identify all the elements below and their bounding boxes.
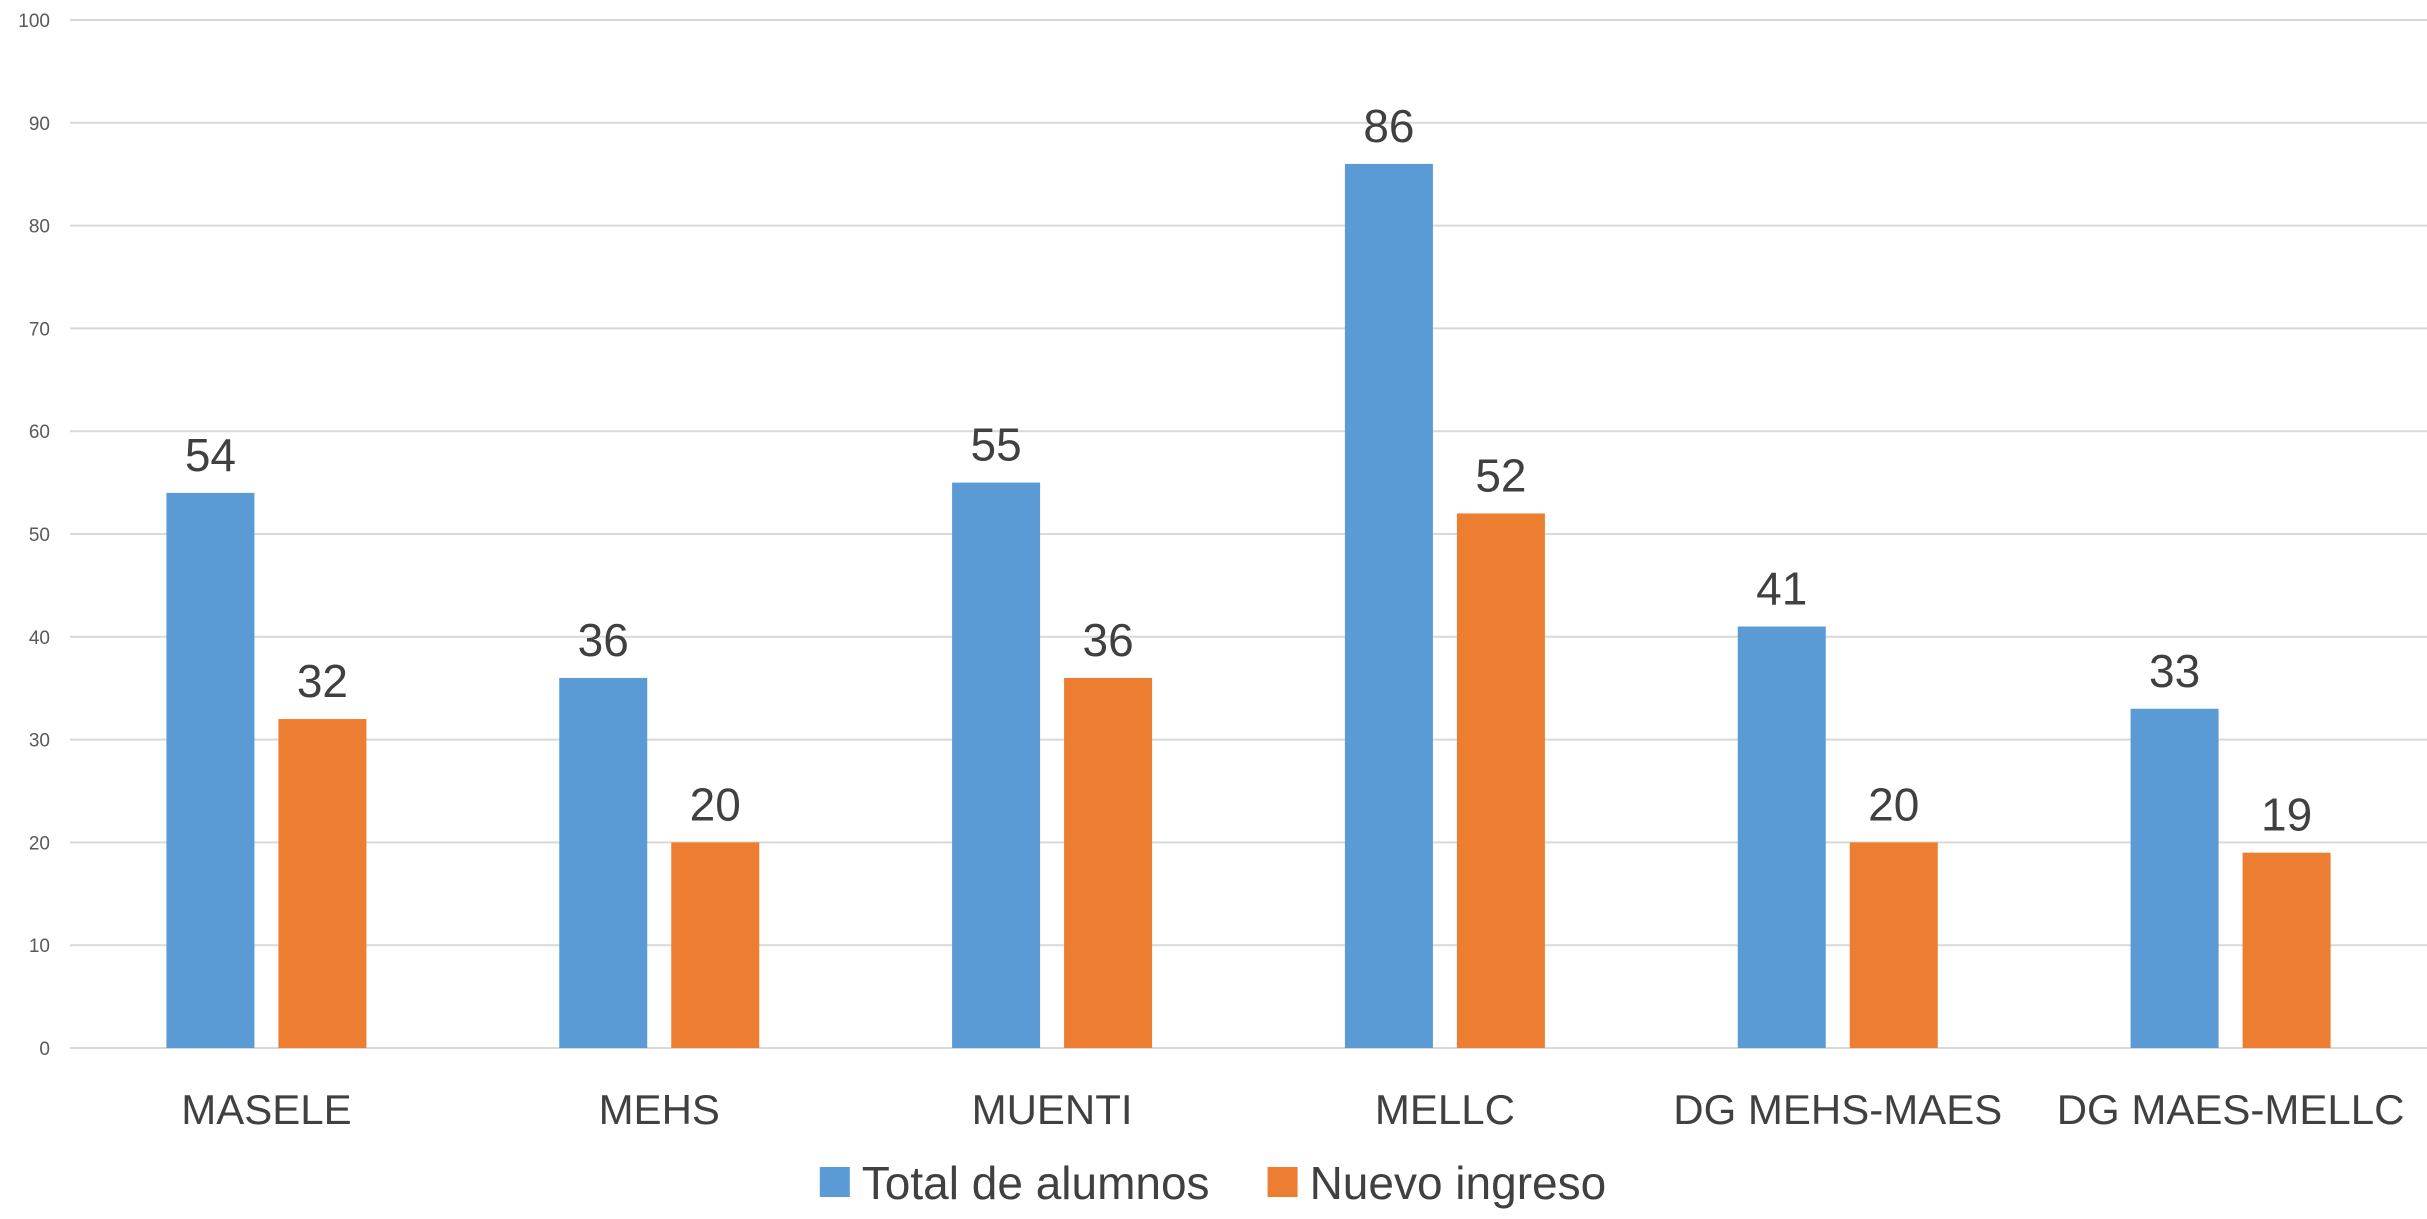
x-tick-label: DG MAES-MELLC xyxy=(2057,1086,2405,1133)
x-tick-label: MUENTI xyxy=(972,1086,1133,1133)
legend-label: Nuevo ingreso xyxy=(1310,1157,1607,1209)
bar xyxy=(952,482,1041,1049)
data-label: 36 xyxy=(1082,614,1133,666)
data-label: 54 xyxy=(185,429,236,481)
y-tick-label: 40 xyxy=(29,628,50,649)
y-tick-label: 90 xyxy=(29,114,50,135)
x-tick-label: MELLC xyxy=(1375,1086,1515,1133)
x-tick-label: MEHS xyxy=(599,1086,720,1133)
bar xyxy=(166,492,255,1048)
data-label: 20 xyxy=(690,778,741,830)
bar xyxy=(2242,852,2331,1048)
bar xyxy=(2130,708,2219,1048)
bar xyxy=(671,842,760,1048)
data-label: 36 xyxy=(578,614,629,666)
y-axis-ticks: 0 10 20 30 40 50 60 70 80 90 100 xyxy=(18,11,50,1060)
data-label: 86 xyxy=(1363,100,1414,152)
y-tick-label: 60 xyxy=(29,422,50,443)
x-tick-label: DG MEHS-MAES xyxy=(1673,1086,2002,1133)
y-tick-label: 50 xyxy=(29,525,50,546)
bar xyxy=(559,677,648,1048)
data-label: 19 xyxy=(2261,789,2312,841)
legend-label: Total de alumnos xyxy=(862,1157,1210,1209)
y-tick-label: 20 xyxy=(29,833,50,854)
y-tick-label: 100 xyxy=(18,11,50,32)
legend-swatch xyxy=(819,1167,850,1197)
x-tick-label: MASELE xyxy=(181,1086,351,1133)
bar xyxy=(1064,677,1153,1048)
data-label: 32 xyxy=(297,655,348,707)
bar xyxy=(1456,513,1545,1048)
y-tick-label: 30 xyxy=(29,731,50,752)
data-label: 41 xyxy=(1756,563,1807,615)
bar xyxy=(1849,842,1938,1048)
y-tick-label: 0 xyxy=(39,1039,50,1060)
y-tick-label: 80 xyxy=(29,217,50,238)
bar xyxy=(1737,626,1826,1048)
legend-swatch xyxy=(1267,1167,1298,1197)
legend: Total de alumnos Nuevo ingreso xyxy=(819,1157,1607,1209)
x-axis-ticks: MASELE MEHS MUENTI MELLC DG MEHS-MAES DG MAES… xyxy=(181,1086,2404,1133)
bar xyxy=(278,719,367,1048)
y-tick-label: 70 xyxy=(29,319,50,340)
bars xyxy=(166,163,2331,1049)
data-label: 20 xyxy=(1868,778,1919,830)
data-label: 33 xyxy=(2149,645,2200,697)
data-labels: 54 32 36 20 55 36 86 52 41 20 33 19 xyxy=(185,100,2312,841)
data-label: 55 xyxy=(970,419,1021,471)
y-tick-label: 10 xyxy=(29,936,50,957)
gridlines xyxy=(70,19,2427,1049)
bar xyxy=(1344,163,1433,1049)
data-label: 52 xyxy=(1475,449,1526,501)
